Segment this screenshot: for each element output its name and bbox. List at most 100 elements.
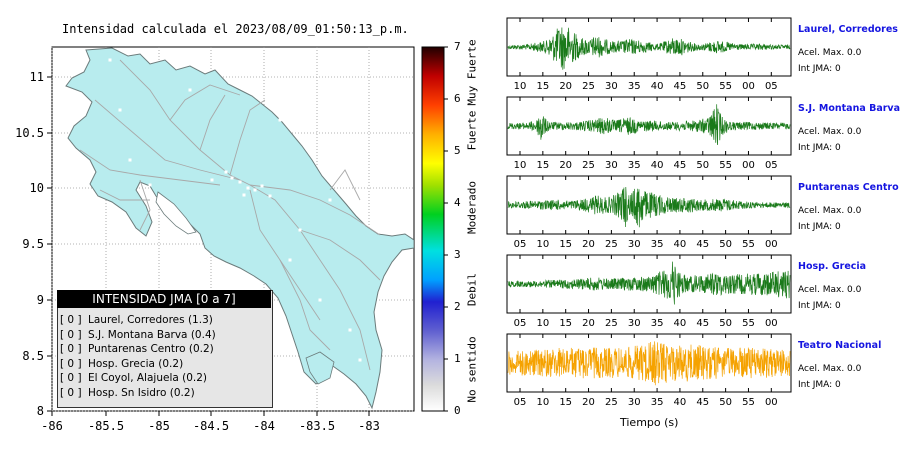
colorbar-level-label: 1	[454, 352, 461, 365]
lat-tick-label: 8.5	[22, 349, 44, 363]
lon-tick-label: -83	[358, 419, 380, 433]
legend-row: [ 0 ] S.J. Montana Barva (0.4)	[60, 329, 216, 341]
lon-tick-label: -85	[148, 419, 170, 433]
town-marker	[224, 170, 228, 174]
legend-row: [ 0 ] Hosp. Grecia (0.2)	[60, 358, 183, 370]
time-tick-label: 55	[742, 397, 755, 408]
time-tick-label: 00	[742, 160, 755, 171]
legend-row: [ 0 ] Laurel, Corredores (1.3)	[60, 314, 213, 326]
town-marker	[260, 184, 264, 188]
lat-tick-label: 9	[37, 293, 44, 307]
time-tick-label: 25	[582, 160, 595, 171]
station-int-jma: Int JMA: 0	[798, 301, 841, 311]
legend-row-label: Hosp. Sn Isidro (0.2)	[88, 386, 195, 399]
road	[94, 99, 241, 181]
time-tick-label: 10	[536, 318, 549, 329]
road	[79, 149, 221, 186]
time-tick-label: 45	[674, 81, 687, 92]
station-acel-max: Acel. Max. 0.0	[798, 127, 862, 137]
lat-tick-label: 8	[37, 404, 44, 418]
time-tick-label: 10	[536, 397, 549, 408]
waveform-panel: 05 10 15 20 25 30 35 40 45 50 55 00	[506, 254, 792, 329]
legend-row-level: [ 0 ]	[60, 357, 82, 370]
town-marker	[278, 118, 282, 122]
time-tick-label: 45	[696, 318, 709, 329]
town-marker	[348, 328, 352, 332]
colorbar-level-label: 6	[454, 92, 461, 105]
time-tick-label: 35	[651, 397, 664, 408]
legend-row-level: [ 0 ]	[60, 343, 82, 355]
town-marker	[298, 228, 302, 232]
legend-title: INTENSIDAD JMA [0 a 7]	[57, 290, 271, 308]
time-axis-label: Tiempo (s)	[620, 416, 679, 429]
map-axes: -86 -85.5 -85 -84.5 -84 -83.5 -83 11 10.5 10 9.5 9 8…	[15, 70, 380, 433]
lon-tick-label: -84	[253, 419, 275, 433]
time-tick-label: 30	[628, 239, 641, 250]
legend-row-level: [ 0 ]	[60, 372, 82, 384]
legend-row-level: [ 0 ]	[60, 328, 82, 341]
town-marker	[148, 183, 152, 187]
town-marker	[328, 198, 332, 202]
time-tick-label: 30	[605, 160, 618, 171]
time-tick-label: 10	[514, 160, 527, 171]
station-acel-max: Acel. Max. 0.0	[798, 285, 862, 295]
town-marker	[230, 176, 234, 180]
road	[139, 179, 151, 231]
road	[329, 169, 361, 201]
town-marker	[246, 186, 250, 190]
time-tick-label: 20	[582, 397, 595, 408]
time-tick-label: 30	[628, 397, 641, 408]
time-tick-label: 45	[696, 239, 709, 250]
lon-tick-label: -83.5	[299, 419, 335, 433]
waveform-trace	[507, 186, 791, 228]
time-tick-label: 15	[536, 160, 549, 171]
town-marker	[358, 358, 362, 362]
time-tick-label: 15	[536, 81, 549, 92]
legend-row-level: [ 0 ]	[60, 314, 82, 326]
waveform-panel: 10 15 20 25 30 35 40 45 50 55 00 05	[506, 17, 792, 92]
time-tick-label: 45	[696, 397, 709, 408]
town-marker	[108, 58, 112, 62]
town-marker	[128, 158, 132, 162]
town-marker	[188, 88, 192, 92]
road	[249, 184, 371, 371]
time-tick-label: 25	[605, 318, 618, 329]
time-tick-label: 50	[719, 318, 732, 329]
time-tick-label: 05	[514, 318, 527, 329]
station-acel-max: Acel. Max. 0.0	[798, 364, 862, 374]
station-name: S.J. Montana Barva	[798, 103, 901, 114]
lat-tick-label: 9.5	[22, 237, 44, 251]
station-name: Puntarenas Centro	[798, 182, 899, 193]
waveform-trace	[507, 261, 791, 305]
station-name: Teatro Nacional	[798, 340, 882, 351]
station-int-jma: Int JMA: 0	[798, 64, 841, 74]
time-tick-label: 10	[514, 81, 527, 92]
colorbar-level-label: 0	[454, 404, 461, 417]
time-tick-label: 05	[765, 160, 778, 171]
time-tick-label: 50	[719, 397, 732, 408]
road	[169, 84, 241, 121]
waveform-panel: 10 15 20 25 30 35 40 45 50 55 00 05	[506, 96, 792, 171]
time-tick-label: 55	[719, 160, 732, 171]
time-tick-label: 35	[628, 160, 641, 171]
time-tick-label: 55	[719, 81, 732, 92]
town-marker	[118, 108, 122, 112]
colorbar-level-label: 4	[454, 196, 461, 209]
station-int-jma: Int JMA: 0	[798, 222, 841, 232]
time-tick-label: 00	[765, 239, 778, 250]
waveform-trace	[507, 104, 791, 146]
time-tick-label: 15	[559, 397, 572, 408]
station-int-jma: Int JMA: 0	[798, 143, 841, 153]
map-title: Intensidad calculada el 2023/08/09_01:50…	[62, 22, 409, 36]
time-tick-label: 50	[696, 81, 709, 92]
road	[279, 259, 331, 351]
legend-row-label: Hosp. Grecia (0.2)	[88, 357, 184, 370]
town-markers	[108, 58, 362, 362]
road	[229, 99, 266, 176]
legend-row-label: S.J. Montana Barva (0.4)	[88, 328, 216, 341]
time-tick-label: 35	[651, 239, 664, 250]
time-tick-label: 00	[765, 397, 778, 408]
time-tick-label: 45	[674, 160, 687, 171]
time-tick-label: 55	[742, 239, 755, 250]
